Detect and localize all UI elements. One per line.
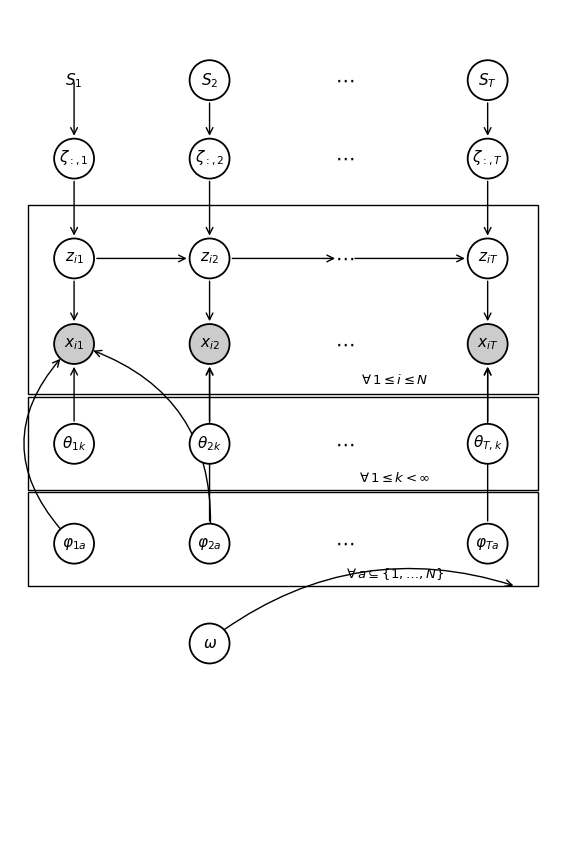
Circle shape [190,239,229,279]
Bar [28,398,537,490]
Text: $\zeta_{:,2}$: $\zeta_{:,2}$ [195,149,224,168]
Text: $\cdots$: $\cdots$ [335,149,355,168]
Text: $\cdots$: $\cdots$ [335,335,355,354]
Circle shape [468,423,507,463]
Text: $\cdots$: $\cdots$ [335,71,355,89]
Text: $\cdots$: $\cdots$ [335,249,355,268]
Text: $\omega$: $\omega$ [203,636,217,651]
Text: $z_{i2}$: $z_{i2}$ [200,250,219,267]
Text: $\theta_{1k}$: $\theta_{1k}$ [62,435,86,453]
Text: $\forall\, 1 \leq i \leq N$: $\forall\, 1 \leq i \leq N$ [361,372,429,387]
Bar [28,492,537,586]
Circle shape [190,624,229,664]
Circle shape [468,239,507,279]
Text: $\forall\, a \subseteq \{1,\ldots,N\}$: $\forall\, a \subseteq \{1,\ldots,N\}$ [346,567,444,582]
Text: $\zeta_{:,1}$: $\zeta_{:,1}$ [59,149,89,168]
Circle shape [190,60,229,101]
Text: $x_{i2}$: $x_{i2}$ [199,337,219,352]
Text: $S_T$: $S_T$ [478,71,497,89]
Text: $\theta_{T,k}$: $\theta_{T,k}$ [473,435,503,453]
Text: $\cdots$: $\cdots$ [335,534,355,553]
Circle shape [190,324,229,364]
Text: $x_{iT}$: $x_{iT}$ [477,337,498,352]
Text: $\forall\, 1 \leq k < \infty$: $\forall\, 1 \leq k < \infty$ [359,471,431,485]
Circle shape [190,524,229,564]
Text: $\zeta_{:,T}$: $\zeta_{:,T}$ [472,149,503,168]
Circle shape [468,60,507,101]
Circle shape [468,324,507,364]
Text: $\varphi_{Ta}$: $\varphi_{Ta}$ [475,536,500,551]
Circle shape [54,524,94,564]
Text: $\varphi_{2a}$: $\varphi_{2a}$ [197,536,222,551]
Bar [28,205,537,394]
Text: $\varphi_{1a}$: $\varphi_{1a}$ [62,536,86,551]
Circle shape [190,423,229,463]
Circle shape [190,139,229,179]
Text: $\cdots$: $\cdots$ [335,435,355,453]
Text: $S_2$: $S_2$ [201,71,218,89]
Circle shape [54,423,94,463]
Text: $z_{i1}$: $z_{i1}$ [65,250,84,267]
Text: $x_{i1}$: $x_{i1}$ [64,337,84,352]
Circle shape [54,239,94,279]
Circle shape [54,324,94,364]
Text: $S_1$: $S_1$ [66,71,83,89]
Circle shape [54,139,94,179]
Text: $z_{iT}$: $z_{iT}$ [478,250,498,267]
Text: $\theta_{2k}$: $\theta_{2k}$ [197,435,222,453]
Circle shape [468,139,507,179]
Circle shape [468,524,507,564]
